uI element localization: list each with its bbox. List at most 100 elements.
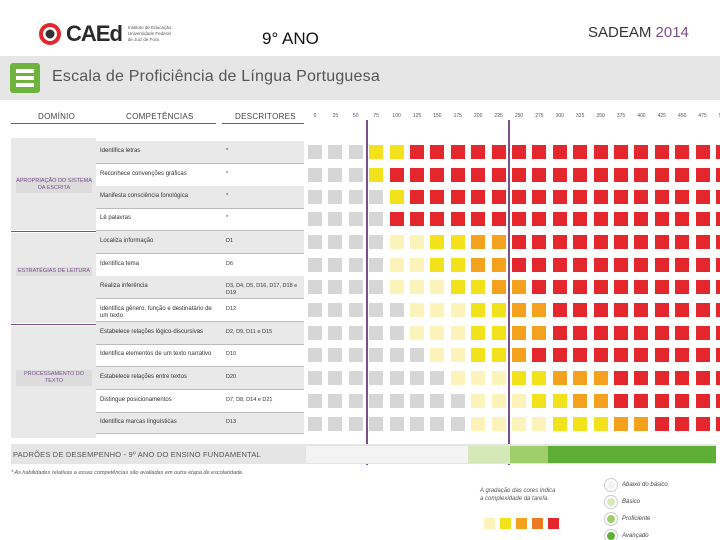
proficiency-cell <box>430 303 445 317</box>
proficiency-cell <box>532 212 547 226</box>
scale-tick-label: 325 <box>576 113 585 119</box>
proficiency-cell <box>695 303 710 317</box>
proficiency-cell <box>695 371 710 385</box>
proficiency-cell <box>369 303 384 317</box>
proficiency-cell <box>675 394 690 408</box>
proficiency-cell <box>308 235 322 249</box>
proficiency-cell <box>491 394 506 408</box>
proficiency-cell <box>675 280 690 294</box>
proficiency-cell <box>654 145 669 159</box>
proficiency-cell <box>675 145 690 159</box>
proficiency-cell <box>389 145 404 159</box>
proficiency-cell <box>573 212 588 226</box>
proficiency-cell <box>471 212 486 226</box>
table-row: Manifesta consciência fonológica * <box>96 186 304 208</box>
proficiency-cell <box>512 348 526 362</box>
proficiency-cell <box>614 326 628 340</box>
scale-tick-label: 25 <box>332 113 339 119</box>
proficiency-cell <box>410 145 424 159</box>
proficiency-cell <box>614 348 628 362</box>
proficiency-cell <box>410 212 424 226</box>
proficiency-cell <box>348 280 363 294</box>
proficiency-cell <box>675 417 690 431</box>
proficiency-cell <box>512 326 526 340</box>
proficiency-cell <box>348 326 363 340</box>
level-label-basic: Básico <box>622 499 641 505</box>
proficiency-cell <box>695 168 710 182</box>
proficiency-cell <box>716 348 720 362</box>
proficiency-cell <box>654 212 669 226</box>
proficiency-cell <box>410 168 424 182</box>
caed-logo-mark <box>38 22 62 46</box>
proficiency-cell <box>614 168 628 182</box>
proficiency-cell <box>369 168 384 182</box>
logo-subtext: Instituto de Educação Universidade Feder… <box>127 25 172 42</box>
proficiency-cell <box>389 212 404 226</box>
gradation-swatch <box>500 518 511 529</box>
descriptor-label: D2, D9, D11 e D15 <box>226 329 273 335</box>
scale-tick-label: 225 <box>494 113 503 119</box>
descriptor-label: D12 <box>226 306 237 312</box>
top-header: CAEd Instituto de Educação Universidade … <box>0 0 720 56</box>
proficiency-cell <box>450 371 465 385</box>
performance-seg-advanced <box>548 446 716 463</box>
proficiency-cell <box>410 417 424 431</box>
domain-label-reading: ESTRATÉGIAS DE LEITURA <box>16 267 92 276</box>
proficiency-cell <box>552 303 567 317</box>
row-divider <box>96 366 304 367</box>
descriptor-label: * <box>226 193 229 199</box>
proficiency-cell <box>471 303 486 317</box>
proficiency-cell <box>532 348 547 362</box>
level-dot-proficient <box>605 513 617 525</box>
proficiency-cell <box>716 168 720 182</box>
level-label-advanced: Avançado <box>622 533 649 539</box>
proficiency-cell <box>369 326 384 340</box>
proficiency-cell <box>552 145 567 159</box>
proficiency-cell <box>430 371 445 385</box>
descriptor-label: D7, D8, D14 e D21 <box>226 397 273 403</box>
proficiency-cell <box>471 394 486 408</box>
proficiency-cell <box>410 235 424 249</box>
proficiency-cell <box>491 417 506 431</box>
proficiency-cell <box>471 348 486 362</box>
proficiency-cell <box>308 348 322 362</box>
proficiency-cell <box>471 371 486 385</box>
proficiency-cell <box>348 258 363 272</box>
proficiency-cell <box>695 326 710 340</box>
proficiency-cell <box>634 417 649 431</box>
scale-tick-label: 250 <box>514 113 524 119</box>
proficiency-cell <box>348 348 363 362</box>
proficiency-cell <box>512 280 526 294</box>
proficiency-cell <box>450 348 465 362</box>
proficiency-cell <box>614 190 628 204</box>
level-dot-basic <box>605 496 617 508</box>
proficiency-cell <box>512 258 526 272</box>
proficiency-cell <box>573 417 588 431</box>
proficiency-cell <box>410 371 424 385</box>
proficiency-cell <box>675 371 690 385</box>
proficiency-cell <box>328 303 343 317</box>
proficiency-cell <box>369 258 384 272</box>
proficiency-cell <box>348 303 363 317</box>
proficiency-cell <box>532 190 547 204</box>
proficiency-cell <box>471 280 486 294</box>
competency-label: Reconhece convenções gráficas <box>100 171 187 177</box>
proficiency-cell <box>369 417 384 431</box>
proficiency-cell <box>654 348 669 362</box>
proficiency-cell <box>430 326 445 340</box>
proficiency-cell <box>634 212 649 226</box>
proficiency-cell <box>328 417 343 431</box>
table-row: Identifica gênero, função e destinatário… <box>96 299 304 321</box>
proficiency-cell <box>430 190 445 204</box>
proficiency-cell <box>614 258 628 272</box>
proficiency-cell <box>410 303 424 317</box>
competency-label: Localiza informação <box>100 238 154 244</box>
proficiency-cell <box>634 168 649 182</box>
proficiency-cell <box>308 417 322 431</box>
proficiency-cell <box>614 280 628 294</box>
proficiency-cell <box>532 394 547 408</box>
proficiency-cell <box>716 145 720 159</box>
proficiency-cell <box>369 145 384 159</box>
proficiency-cell <box>654 235 669 249</box>
proficiency-cell <box>654 303 669 317</box>
